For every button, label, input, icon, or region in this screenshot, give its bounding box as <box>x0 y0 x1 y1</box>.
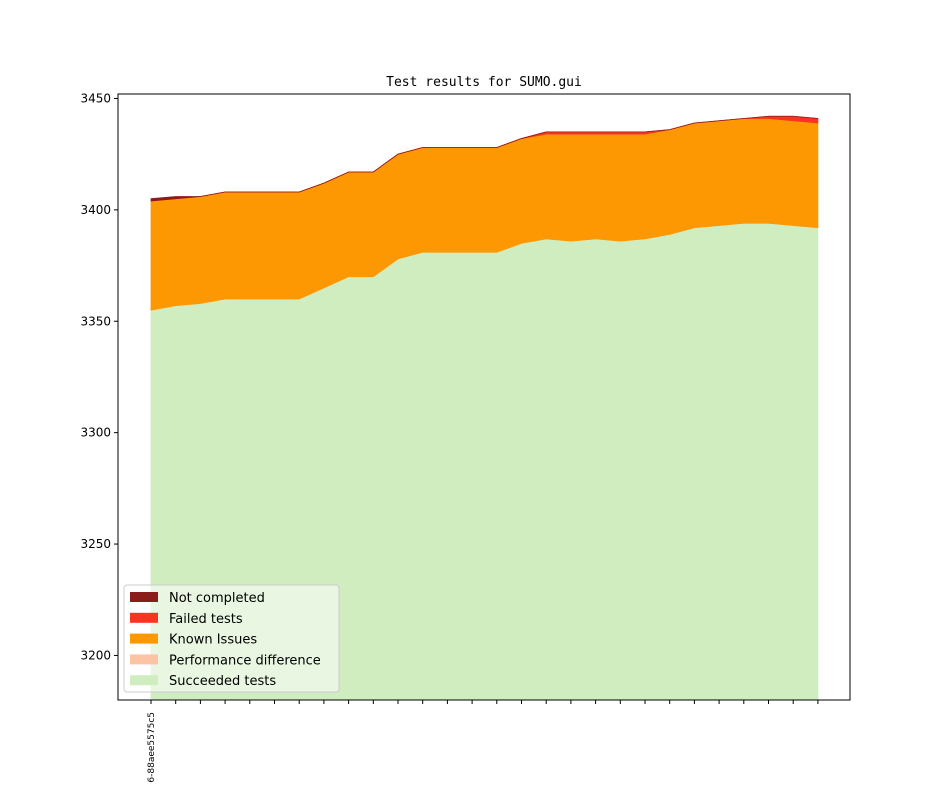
y-tick-label: 3350 <box>80 314 111 328</box>
legend-label: Not completed <box>169 591 265 606</box>
legend-swatch <box>130 675 158 686</box>
y-tick-label: 3250 <box>80 537 111 551</box>
legend-label: Failed tests <box>169 612 243 627</box>
area-layers <box>150 115 819 701</box>
legend-label: Performance difference <box>169 653 321 668</box>
legend-swatch <box>130 612 158 623</box>
legend-swatch <box>130 654 158 665</box>
legend: Not completed Failed tests Known Issues Per… <box>123 584 340 693</box>
y-axis: 3200 3250 3300 3350 3400 3450 <box>80 91 118 662</box>
legend-label: Known Issues <box>169 633 257 648</box>
legend-swatch <box>130 592 158 602</box>
legend-label: Succeeded tests <box>169 674 276 689</box>
y-tick-label: 3200 <box>80 648 111 662</box>
legend-swatch <box>130 633 158 644</box>
y-tick-label: 3400 <box>80 203 111 217</box>
y-tick-label: 3300 <box>80 426 111 440</box>
x-axis: 6-88aee5575c5 <box>147 700 819 783</box>
x-tick-label: 6-88aee5575c5 <box>147 712 157 783</box>
area-not-completed <box>150 115 818 202</box>
y-tick-label: 3450 <box>80 91 111 105</box>
chart-title: Test results for SUMO.gui <box>386 75 582 90</box>
plot-frame <box>117 93 851 701</box>
legend-box <box>123 584 340 693</box>
